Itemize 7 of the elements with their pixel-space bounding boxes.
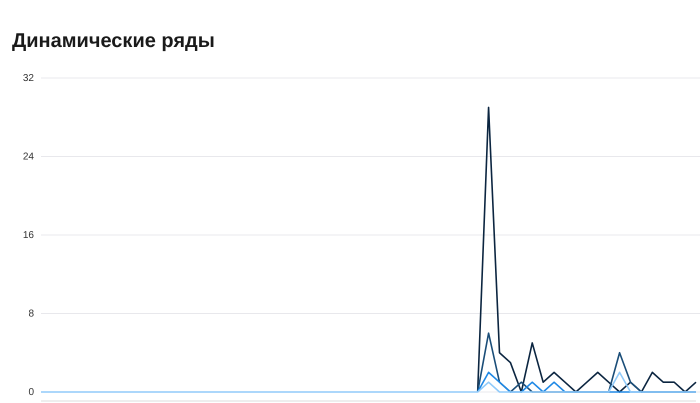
chart-title: Динамические ряды <box>12 30 215 52</box>
y-tick-label: 32 <box>22 73 34 84</box>
y-tick-label: 16 <box>22 230 34 242</box>
y-tick-label: 24 <box>22 152 34 163</box>
y-tick-label: 0 <box>28 387 34 398</box>
line-series <box>476 106 697 393</box>
y-tick-label: 8 <box>28 308 34 320</box>
